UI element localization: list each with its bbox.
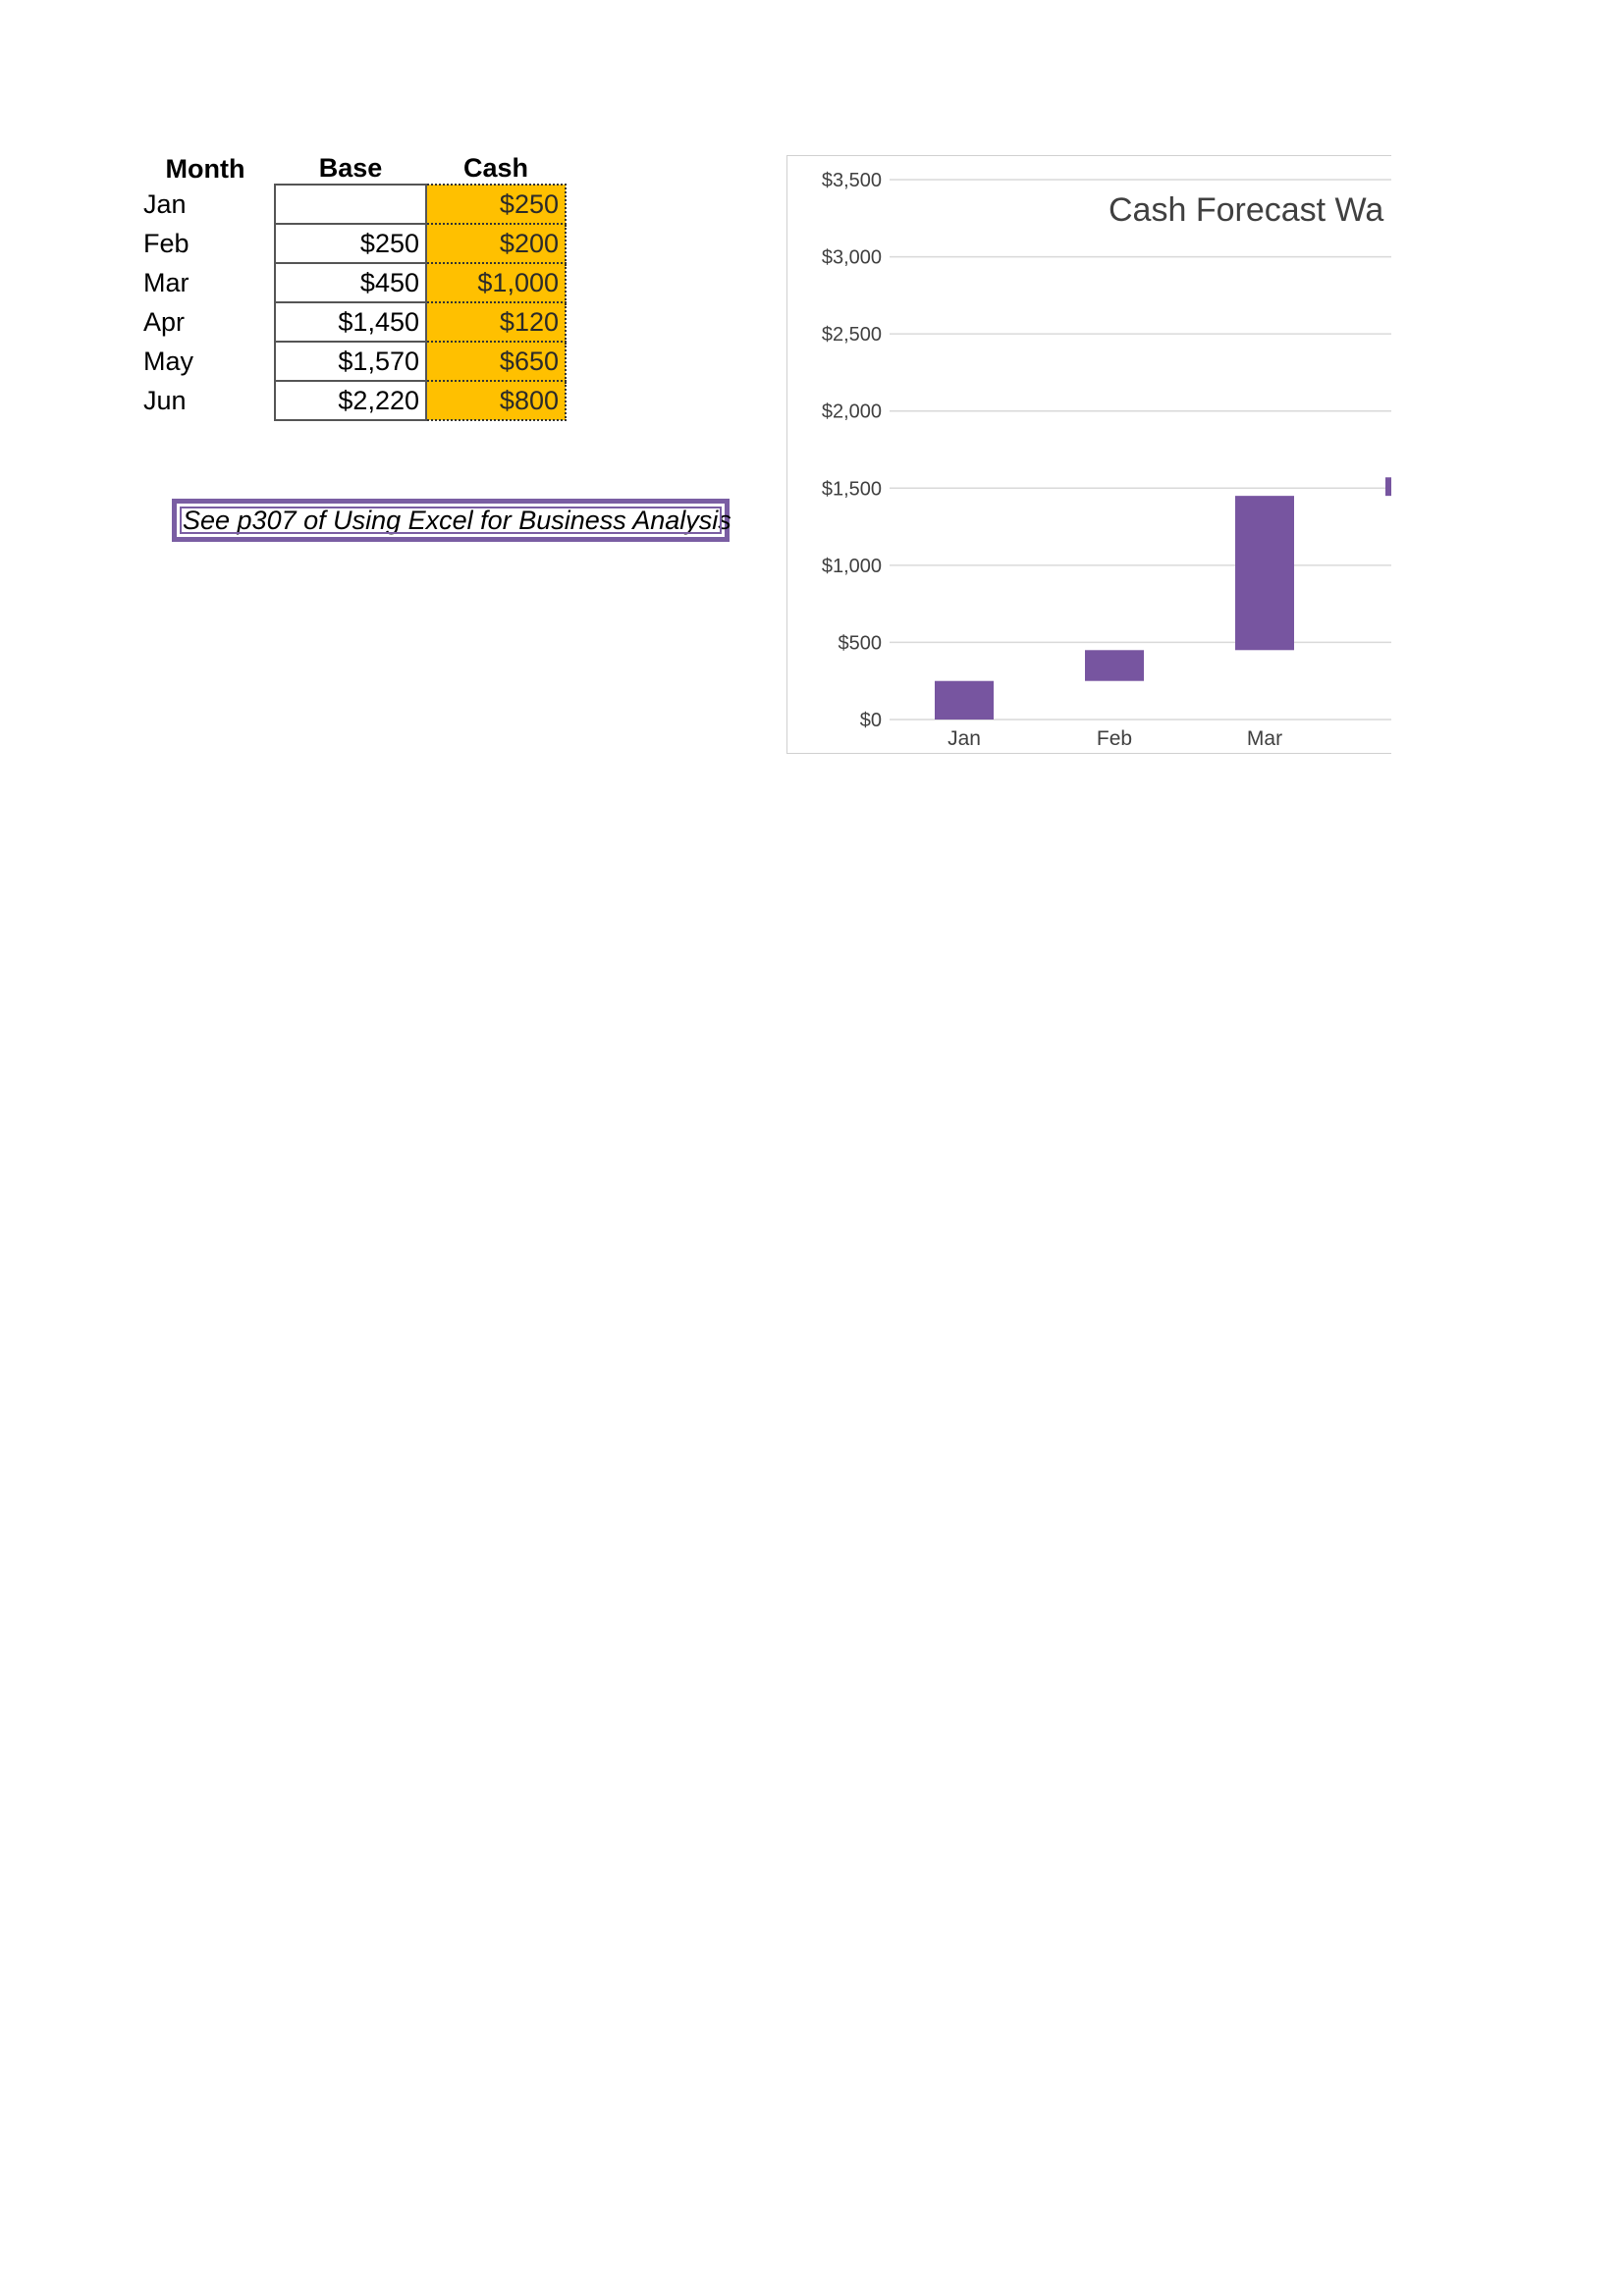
- x-tick-label: Feb: [1097, 727, 1132, 750]
- cell-month[interactable]: Jan: [143, 188, 187, 219]
- cell-cash[interactable]: $1,000: [425, 262, 567, 303]
- x-axis-tick-labels: JanFebMarApr: [947, 727, 1282, 750]
- cell-cash[interactable]: $650: [425, 341, 567, 382]
- cell-base[interactable]: $250: [274, 223, 427, 264]
- y-tick-label: $3,000: [822, 247, 882, 269]
- y-axis-tick-labels: $0 $500 $1,000 $1,500 $2,000 $2,500 $3,000 $3,5…: [822, 170, 882, 731]
- waterfall-chart[interactable]: $0 $500 $1,000 $1,500 $2,000 $2,500 $3,000 $3,5…: [786, 155, 1391, 754]
- bar-feb[interactable]: [1085, 650, 1144, 681]
- chart-bars: [935, 477, 1391, 720]
- table-row: Feb $250 $200: [135, 223, 567, 264]
- table-row: Jan $250: [135, 184, 567, 225]
- y-tick-label: $1,000: [822, 556, 882, 577]
- cell-cash[interactable]: $200: [425, 223, 567, 264]
- cell-cash[interactable]: $120: [425, 301, 567, 343]
- cell-base[interactable]: $1,570: [274, 341, 427, 382]
- table-row: Mar $450 $1,000: [135, 262, 567, 303]
- bar-apr[interactable]: [1385, 477, 1391, 497]
- table-row: Jun $2,220 $800: [135, 380, 567, 421]
- bar-mar[interactable]: [1235, 496, 1294, 651]
- cell-month[interactable]: Mar: [143, 267, 189, 297]
- table-row: Apr $1,450 $120: [135, 301, 567, 343]
- x-tick-label: Jan: [947, 727, 981, 750]
- cell-base[interactable]: $1,450: [274, 301, 427, 343]
- cash-table: Month Base Cash Jan $250 Feb $250 $200 M…: [135, 144, 567, 421]
- cell-base[interactable]: [274, 184, 427, 225]
- bar-jan[interactable]: [935, 680, 994, 720]
- y-tick-label: $2,000: [822, 401, 882, 423]
- cell-month[interactable]: Apr: [143, 306, 186, 337]
- reference-note[interactable]: See p307 of Using Excel for Business Ana…: [172, 499, 731, 542]
- cell-base[interactable]: $2,220: [274, 380, 427, 421]
- x-tick-label: Mar: [1247, 727, 1282, 750]
- table-header-row: Month Base Cash: [135, 144, 566, 185]
- header-cash: Cash: [462, 153, 529, 183]
- header-month: Month: [165, 154, 245, 184]
- header-base: Base: [318, 153, 383, 183]
- chart-title: Cash Forecast Wa: [1109, 191, 1383, 229]
- y-tick-label: $2,500: [822, 324, 882, 346]
- y-tick-label: $1,500: [822, 478, 882, 500]
- chart-canvas: $0 $500 $1,000 $1,500 $2,000 $2,500 $3,000 $3,5…: [822, 170, 1391, 750]
- y-tick-label: $500: [839, 632, 883, 654]
- cell-cash[interactable]: $800: [425, 380, 567, 421]
- y-tick-label: $0: [860, 710, 882, 731]
- y-tick-label: $3,500: [822, 170, 882, 191]
- cell-month[interactable]: Jun: [143, 385, 187, 415]
- cell-month[interactable]: Feb: [143, 228, 189, 258]
- cell-cash[interactable]: $250: [425, 184, 567, 225]
- cell-month[interactable]: May: [143, 346, 194, 376]
- cell-base[interactable]: $450: [274, 262, 427, 303]
- chart-gridlines: [890, 179, 1391, 721]
- table-row: May $1,570 $650: [135, 341, 567, 382]
